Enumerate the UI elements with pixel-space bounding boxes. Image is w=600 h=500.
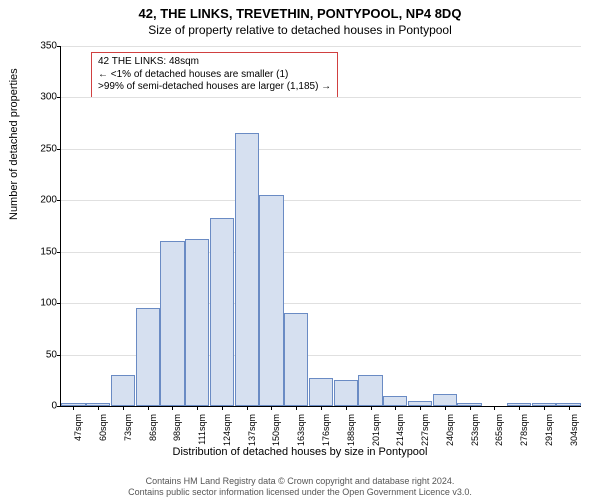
histogram-bar xyxy=(284,313,308,406)
x-tick-mark xyxy=(247,406,248,410)
histogram-bar xyxy=(383,396,407,406)
x-tick-mark xyxy=(544,406,545,410)
gridline xyxy=(61,252,581,253)
gridline xyxy=(61,97,581,98)
y-tick-mark xyxy=(57,46,61,47)
footer-line: Contains HM Land Registry data © Crown c… xyxy=(0,476,600,487)
histogram-bar xyxy=(160,241,184,406)
histogram-bar xyxy=(309,378,333,406)
chart-title: 42, THE LINKS, TREVETHIN, PONTYPOOL, NP4… xyxy=(0,0,600,21)
x-tick-label: 86sqm xyxy=(148,412,158,441)
x-tick-mark xyxy=(321,406,322,410)
x-tick-label: 176sqm xyxy=(321,412,331,446)
x-tick-mark xyxy=(73,406,74,410)
plot-area: 42 THE LINKS: 48sqm ← <1% of detached ho… xyxy=(60,46,581,407)
x-tick-mark xyxy=(98,406,99,410)
x-tick-mark xyxy=(271,406,272,410)
chart-container: { "chart": { "type": "histogram", "title… xyxy=(0,0,600,500)
x-tick-label: 163sqm xyxy=(296,412,306,446)
x-tick-mark xyxy=(346,406,347,410)
x-tick-mark xyxy=(494,406,495,410)
gridline xyxy=(61,200,581,201)
y-axis-label: Number of detached properties xyxy=(8,68,20,220)
x-tick-label: 47sqm xyxy=(73,412,83,441)
x-tick-mark xyxy=(420,406,421,410)
histogram-bar xyxy=(136,308,160,406)
annotation-box: 42 THE LINKS: 48sqm ← <1% of detached ho… xyxy=(91,52,338,98)
x-tick-label: 73sqm xyxy=(123,412,133,441)
footer-line: Contains public sector information licen… xyxy=(0,487,600,498)
x-tick-label: 60sqm xyxy=(98,412,108,441)
x-tick-mark xyxy=(519,406,520,410)
y-tick-mark xyxy=(57,303,61,304)
x-tick-mark xyxy=(371,406,372,410)
x-tick-label: 227sqm xyxy=(420,412,430,446)
x-tick-mark xyxy=(569,406,570,410)
annotation-line: >99% of semi-detached houses are larger … xyxy=(98,81,331,94)
x-tick-mark xyxy=(395,406,396,410)
x-tick-label: 150sqm xyxy=(271,412,281,446)
gridline xyxy=(61,303,581,304)
gridline xyxy=(61,149,581,150)
x-tick-mark xyxy=(148,406,149,410)
x-tick-label: 124sqm xyxy=(222,412,232,446)
x-tick-label: 98sqm xyxy=(172,412,182,441)
gridline xyxy=(61,46,581,47)
x-tick-label: 188sqm xyxy=(346,412,356,446)
histogram-bar xyxy=(111,375,135,406)
x-tick-label: 278sqm xyxy=(519,412,529,446)
histogram-bar xyxy=(433,394,457,406)
x-tick-mark xyxy=(445,406,446,410)
x-tick-label: 240sqm xyxy=(445,412,455,446)
x-tick-mark xyxy=(222,406,223,410)
histogram-bar xyxy=(358,375,382,406)
chart-subtitle: Size of property relative to detached ho… xyxy=(0,21,600,37)
x-tick-label: 291sqm xyxy=(544,412,554,446)
x-tick-mark xyxy=(470,406,471,410)
x-tick-mark xyxy=(197,406,198,410)
y-tick-mark xyxy=(57,252,61,253)
x-tick-label: 265sqm xyxy=(494,412,504,446)
x-tick-mark xyxy=(172,406,173,410)
x-tick-label: 304sqm xyxy=(569,412,579,446)
histogram-bar xyxy=(210,218,234,406)
y-tick-mark xyxy=(57,406,61,407)
x-tick-label: 201sqm xyxy=(371,412,381,446)
x-tick-label: 214sqm xyxy=(395,412,405,446)
histogram-bar xyxy=(185,239,209,406)
histogram-bar xyxy=(235,133,259,406)
x-tick-label: 111sqm xyxy=(197,412,207,445)
histogram-bar xyxy=(259,195,283,406)
y-tick-mark xyxy=(57,149,61,150)
x-tick-label: 137sqm xyxy=(247,412,257,446)
x-tick-mark xyxy=(123,406,124,410)
annotation-line: 42 THE LINKS: 48sqm xyxy=(98,56,331,69)
y-tick-mark xyxy=(57,97,61,98)
y-tick-mark xyxy=(57,355,61,356)
x-tick-label: 253sqm xyxy=(470,412,480,446)
x-tick-mark xyxy=(296,406,297,410)
x-axis-label: Distribution of detached houses by size … xyxy=(0,446,600,458)
histogram-bar xyxy=(334,380,358,406)
y-tick-mark xyxy=(57,200,61,201)
footer: Contains HM Land Registry data © Crown c… xyxy=(0,476,600,498)
annotation-line: ← <1% of detached houses are smaller (1) xyxy=(98,69,331,82)
